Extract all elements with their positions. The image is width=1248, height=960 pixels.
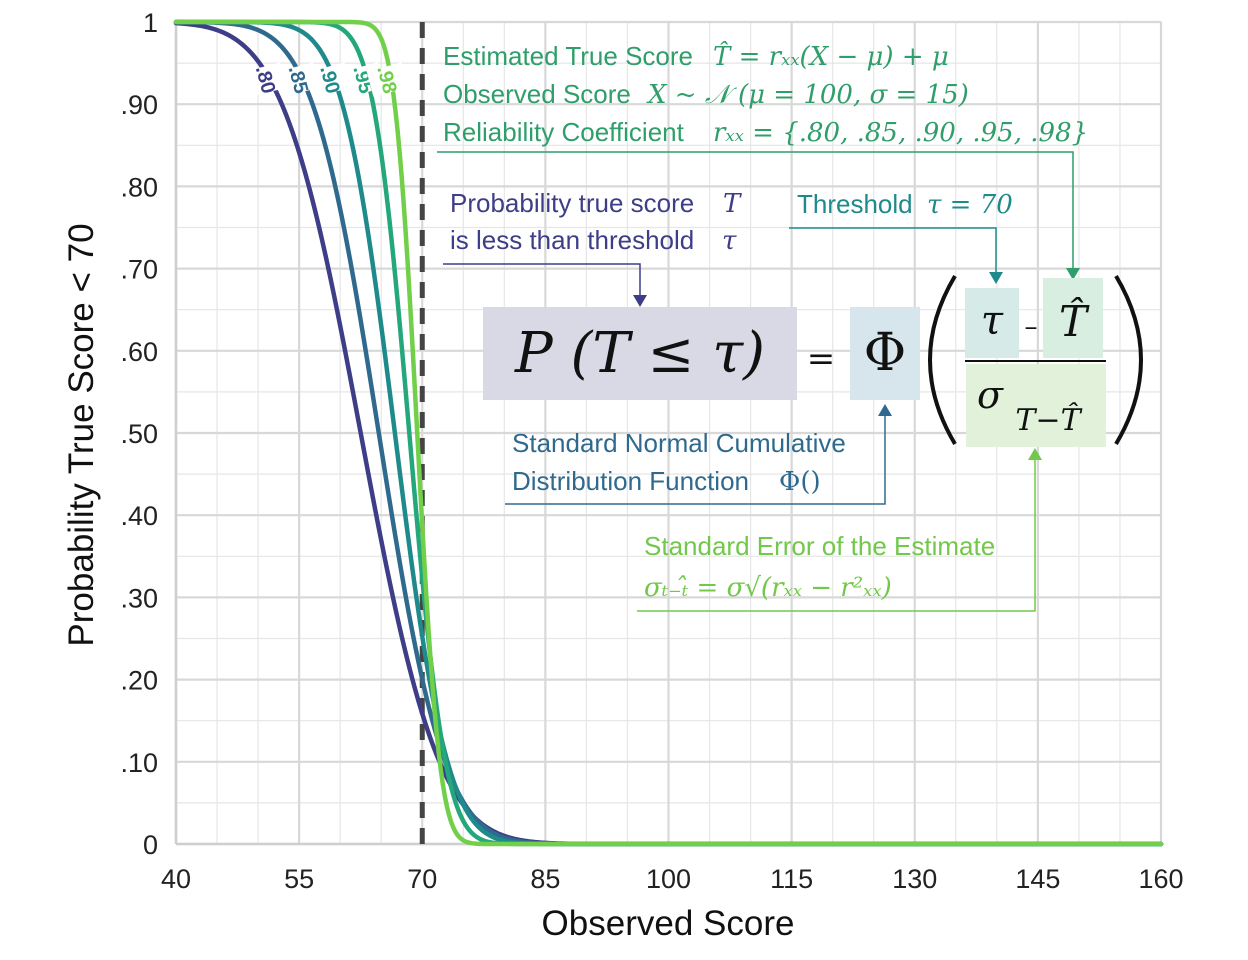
denominator: σ bbox=[977, 373, 1004, 417]
connector-estimated-true-score bbox=[437, 151, 1074, 272]
numerator-that-box bbox=[1043, 278, 1103, 358]
curve-labels: .80.85.90.95.98 bbox=[245, 62, 409, 97]
x-tick-label: 55 bbox=[284, 864, 314, 894]
probability-line2: is less than threshold bbox=[450, 225, 694, 255]
formula-lhs-box bbox=[483, 307, 797, 400]
cdf-line2: Distribution Function bbox=[512, 466, 749, 496]
y-tick-label: .60 bbox=[120, 337, 158, 367]
y-tick-label: .50 bbox=[120, 419, 158, 449]
x-tick-label: 70 bbox=[407, 864, 437, 894]
reliability-formula: rₓₓ = {.80, .85, .90, .95, .98} bbox=[713, 118, 1088, 148]
threshold-annotation: Threshold τ = 70 bbox=[789, 189, 1013, 284]
probability-annotation: Probability true score T is less than th… bbox=[443, 188, 742, 307]
connector-threshold bbox=[789, 227, 997, 274]
y-tick-label: .40 bbox=[120, 501, 158, 531]
x-tick-label: 145 bbox=[1015, 864, 1060, 894]
y-tick-label: .90 bbox=[120, 90, 158, 120]
x-tick-label: 160 bbox=[1138, 864, 1183, 894]
see-annotation: Standard Error of the Estimate σₜ₋ₜ̂ = σ… bbox=[637, 448, 1042, 612]
x-tick-label: 85 bbox=[530, 864, 560, 894]
numerator-minus: – bbox=[1025, 312, 1038, 342]
estimated-true-score-formula: T̂ = rₓₓ(X − μ) + μ bbox=[713, 41, 949, 72]
formula-phi: Φ bbox=[864, 323, 907, 383]
cdf-symbol: Φ() bbox=[779, 467, 821, 497]
x-tick-label: 130 bbox=[892, 864, 937, 894]
arrow-head-icon bbox=[989, 272, 1003, 284]
curve-label-bg bbox=[366, 62, 409, 97]
curve-label-bg bbox=[245, 62, 287, 97]
estimated-true-score-label: Estimated True Score bbox=[443, 41, 693, 71]
y-axis-title: Probability True Score < 70 bbox=[62, 223, 101, 646]
x-tick-label: 115 bbox=[770, 864, 813, 894]
x-tick-label: 40 bbox=[161, 864, 191, 894]
see-formula: σₜ₋ₜ̂ = σ√(rₓₓ − r²ₓₓ) bbox=[644, 573, 892, 603]
x-axis-title: Observed Score bbox=[542, 904, 795, 943]
y-tick-label: .30 bbox=[120, 583, 158, 613]
formula-lhs: P (T ≤ τ) bbox=[514, 321, 765, 386]
curve-r98 bbox=[173, 19, 1164, 847]
model-annotation: Estimated True Score T̂ = rₓₓ(X − μ) + μ… bbox=[437, 41, 1088, 280]
cdf-line1: Standard Normal Cumulative bbox=[512, 428, 846, 458]
probability-T: T bbox=[723, 189, 742, 219]
x-tick-labels: 40 55 70 85 100 115 130 145 160 bbox=[161, 864, 1184, 894]
formula-phi-box bbox=[850, 307, 920, 400]
left-paren bbox=[928, 274, 957, 446]
x-tick-label: 100 bbox=[646, 864, 691, 894]
reliability-label: Reliability Coefficient bbox=[443, 117, 685, 147]
observed-score-formula: X ~ 𝒩 (μ = 100, σ = 15) bbox=[646, 80, 969, 110]
cdf-annotation: Standard Normal Cumulative Distribution … bbox=[505, 404, 892, 505]
curve-label-bg bbox=[309, 62, 352, 97]
arrow-head-icon bbox=[633, 295, 647, 307]
y-tick-label: .10 bbox=[120, 748, 158, 778]
threshold-label: Threshold bbox=[797, 189, 913, 219]
probability-tau: τ bbox=[722, 226, 737, 256]
curves bbox=[173, 19, 1164, 847]
y-tick-label: .80 bbox=[120, 172, 158, 202]
connector-probability bbox=[443, 263, 641, 297]
numerator-That: T̂ bbox=[1059, 295, 1090, 346]
y-tick-label: .20 bbox=[120, 666, 158, 696]
arrow-head-icon bbox=[1028, 448, 1042, 460]
threshold-formula: τ = 70 bbox=[927, 190, 1013, 220]
probability-line1: Probability true score bbox=[450, 188, 694, 218]
numerator-tau-box bbox=[965, 288, 1019, 358]
y-tick-labels: 0 .10 .20 .30 .40 .50 .60 .70 .80 .90 1 bbox=[120, 8, 158, 860]
connector-see bbox=[637, 458, 1036, 612]
right-paren bbox=[1114, 274, 1143, 446]
denominator-sub: T−T̂ bbox=[1015, 403, 1082, 438]
arrow-head-icon bbox=[1066, 268, 1080, 280]
main-formula: P (T ≤ τ) = Φ τ – T̂ σ T−T̂ bbox=[483, 274, 1143, 447]
denominator-box bbox=[966, 364, 1106, 447]
y-tick-label: .70 bbox=[120, 255, 158, 285]
arrow-head-icon bbox=[878, 404, 892, 416]
curve-label-bg bbox=[278, 62, 320, 97]
see-label: Standard Error of the Estimate bbox=[644, 531, 995, 561]
y-tick-label: 1 bbox=[143, 8, 158, 38]
observed-score-label: Observed Score bbox=[443, 79, 631, 109]
numerator-tau: τ bbox=[981, 298, 1004, 344]
y-tick-label: 0 bbox=[143, 830, 158, 860]
formula-equals: = bbox=[807, 339, 836, 379]
connector-cdf bbox=[505, 414, 886, 505]
